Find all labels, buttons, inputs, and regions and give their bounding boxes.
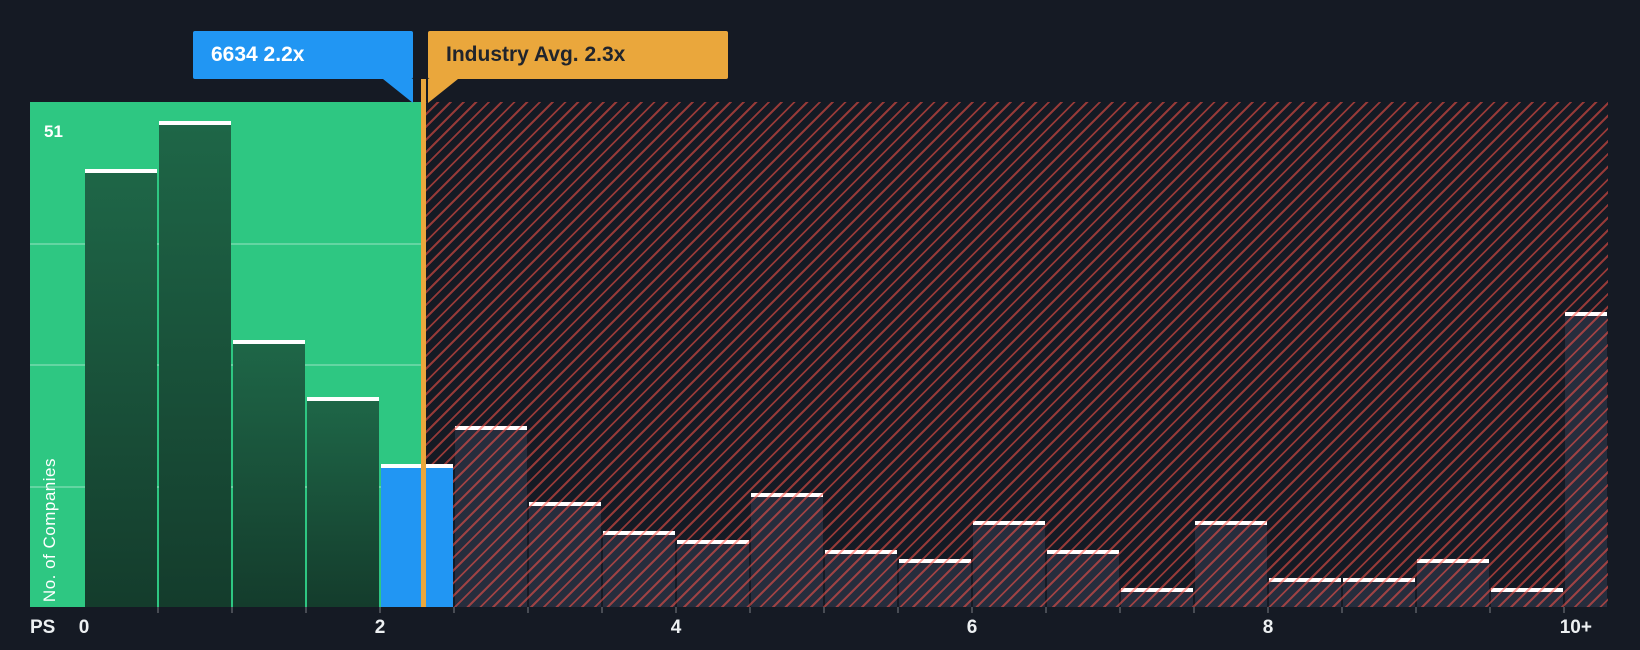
- x-axis-tick-label: 8: [1262, 617, 1274, 638]
- x-axis-tick-mark: [1341, 607, 1343, 613]
- x-axis-tick-mark: [1415, 607, 1417, 613]
- industry-average-line: [421, 79, 426, 607]
- x-axis-tick-mark: [453, 607, 455, 613]
- histogram-bar[interactable]: [825, 549, 897, 607]
- x-axis-tick-mark: [527, 607, 529, 613]
- histogram-bar[interactable]: [307, 397, 379, 607]
- x-axis-tick-mark: [157, 607, 159, 613]
- x-axis-tick-mark: [231, 607, 233, 613]
- x-axis-tick-mark: [1563, 607, 1565, 613]
- histogram-bar[interactable]: [677, 540, 749, 607]
- histogram-bar[interactable]: [1195, 521, 1267, 607]
- x-axis-tick-mark: [1045, 607, 1047, 613]
- industry-average-flag: Industry Avg. 2.3x: [428, 31, 728, 103]
- company-value-flag: 6634 2.2x: [193, 31, 413, 103]
- histogram-bar[interactable]: [1343, 578, 1415, 607]
- histogram-bar[interactable]: [159, 121, 231, 607]
- x-axis-tick-label: 2: [374, 617, 386, 638]
- x-axis-tick-mark: [1267, 607, 1269, 613]
- y-axis-max-label: 51: [44, 122, 63, 141]
- histogram-bar[interactable]: [1491, 587, 1563, 607]
- x-axis-tick-label: 10+: [1559, 617, 1592, 638]
- x-axis-tick-mark: [1119, 607, 1121, 613]
- histogram-bar[interactable]: [1047, 549, 1119, 607]
- company-flag-pointer-icon: [383, 79, 413, 103]
- histogram-bar[interactable]: [455, 425, 527, 607]
- x-axis-tick-mark: [749, 607, 751, 613]
- histogram-bar[interactable]: [1565, 311, 1608, 607]
- histogram-bar[interactable]: [381, 464, 453, 607]
- histogram-bar[interactable]: [1121, 587, 1193, 607]
- x-axis-tick-mark: [379, 607, 381, 613]
- industry-average-flag-text: Industry Avg. 2.3x: [446, 43, 626, 66]
- histogram-bar[interactable]: [1417, 559, 1489, 607]
- histogram-bar[interactable]: [85, 168, 157, 607]
- x-axis-tick-mark: [823, 607, 825, 613]
- x-axis-tick-label: 6: [966, 617, 978, 638]
- histogram-bar[interactable]: [603, 530, 675, 607]
- histogram-bar[interactable]: [1269, 578, 1341, 607]
- histogram-bar[interactable]: [529, 502, 601, 607]
- company-value-flag-text: 6634 2.2x: [211, 43, 305, 66]
- x-axis-tick-label: 4: [670, 617, 682, 638]
- histogram-bar[interactable]: [233, 340, 305, 607]
- histogram-bar[interactable]: [899, 559, 971, 607]
- x-axis-tick-mark: [1489, 607, 1491, 613]
- x-axis-tick-mark: [305, 607, 307, 613]
- x-axis-tick-label: 0: [78, 617, 90, 638]
- x-axis-tick-mark: [601, 607, 603, 613]
- industry-flag-pointer-icon: [428, 79, 458, 103]
- histogram-bar[interactable]: [973, 521, 1045, 607]
- histogram-bar[interactable]: [751, 492, 823, 607]
- x-axis-tick-mark: [971, 607, 973, 613]
- y-axis-label: No. of Companies: [40, 457, 59, 602]
- x-axis-tick-mark: [675, 607, 677, 613]
- x-axis-tick-mark: [1193, 607, 1195, 613]
- x-axis-label: PS: [30, 617, 56, 638]
- x-axis-tick-mark: [897, 607, 899, 613]
